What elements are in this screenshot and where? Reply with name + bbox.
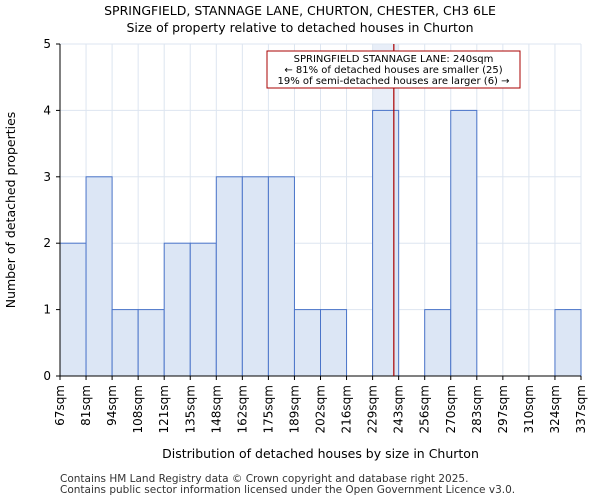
annotation-title: SPRINGFIELD STANNAGE LANE: 240sqm	[294, 54, 494, 65]
x-tick-label: 270sqm	[444, 385, 458, 433]
x-tick-label: 310sqm	[522, 385, 536, 433]
histogram-bar	[189, 242, 217, 377]
histogram-bar	[320, 309, 348, 377]
histogram-bar	[450, 109, 478, 377]
x-tick-label: 283sqm	[470, 385, 484, 433]
x-tick-label: 94sqm	[105, 385, 119, 426]
footer-licence: Contains public sector information licen…	[60, 484, 516, 496]
y-tick-label: 1	[43, 303, 51, 317]
chart-subtitle: Size of property relative to detached ho…	[126, 20, 474, 35]
histogram-bar	[424, 309, 452, 377]
x-axis-title: Distribution of detached houses by size …	[162, 446, 479, 461]
x-tick-label: 202sqm	[314, 385, 328, 433]
histogram-bar	[372, 109, 400, 377]
histogram-bar	[215, 176, 243, 377]
y-tick-label: 4	[43, 103, 51, 117]
x-tick-label: 162sqm	[235, 385, 249, 433]
annotation-box	[266, 50, 521, 89]
x-tick-label: 297sqm	[496, 385, 510, 433]
histogram-bar	[267, 176, 295, 377]
y-tick-label: 3	[43, 170, 51, 184]
x-tick-label: 189sqm	[287, 385, 301, 433]
annotation-larger: 19% of semi-detached houses are larger (…	[277, 76, 509, 87]
chart-title: SPRINGFIELD, STANNAGE LANE, CHURTON, CHE…	[104, 3, 496, 18]
y-tick-label: 2	[43, 236, 51, 250]
y-tick-label: 0	[43, 369, 51, 383]
x-tick-label: 175sqm	[261, 385, 275, 433]
y-axis-title: Number of detached properties	[3, 112, 18, 309]
x-tick-label: 135sqm	[183, 385, 197, 433]
x-tick-label: 229sqm	[366, 385, 380, 433]
histogram-bar	[163, 242, 191, 377]
histogram-bar	[111, 309, 139, 377]
x-tick-label: 216sqm	[340, 385, 354, 433]
annotation-smaller: ← 81% of detached houses are smaller (25…	[284, 65, 502, 76]
histogram-bar	[59, 242, 87, 377]
x-tick-label: 243sqm	[392, 385, 406, 433]
x-tick-label: 67sqm	[53, 385, 67, 426]
x-tick-label: 324sqm	[548, 385, 562, 433]
x-tick-label: 108sqm	[131, 385, 145, 433]
histogram-bar	[554, 309, 582, 377]
histogram-bar	[137, 309, 165, 377]
histogram-bar	[241, 176, 269, 377]
histogram-bar	[85, 176, 113, 377]
x-tick-label: 121sqm	[157, 385, 171, 433]
histogram-bar	[293, 309, 322, 377]
x-tick-label: 256sqm	[418, 385, 432, 433]
x-tick-label: 337sqm	[574, 385, 588, 433]
x-tick-label: 148sqm	[209, 385, 223, 433]
x-tick-label: 81sqm	[79, 385, 93, 426]
footer-copyright: Contains HM Land Registry data © Crown c…	[60, 473, 469, 485]
y-tick-label: 5	[43, 37, 51, 51]
